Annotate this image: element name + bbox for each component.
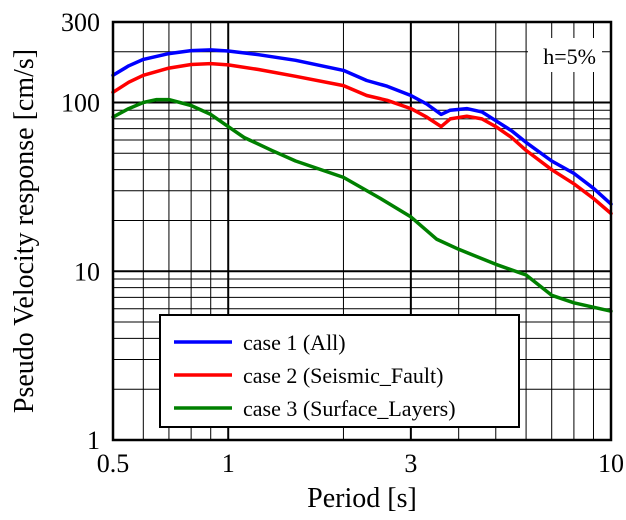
x-tick-label: 3 [404, 449, 417, 478]
y-axis-label: Pseudo Velocity response [cm/s] [9, 49, 40, 413]
y-tick-label: 10 [74, 257, 100, 286]
series-lines [111, 48, 613, 313]
y-tick-label: 1 [87, 426, 100, 455]
x-tick-label: 1 [222, 449, 235, 478]
series-line-case1 [111, 48, 613, 206]
x-axis-label: Period [s] [307, 483, 417, 514]
damping-annotation: h=5% [543, 44, 596, 69]
y-tick-label: 300 [61, 8, 100, 37]
legend-label-case2: case 2 (Seismic_Fault) [243, 363, 443, 388]
plot-frame [111, 20, 613, 442]
series-line-case3 [111, 97, 613, 313]
legend: case 1 (All) case 2 (Seismic_Fault) case… [159, 314, 520, 428]
legend-label-case1: case 1 (All) [243, 330, 346, 355]
x-tick-label: 0.5 [97, 449, 130, 478]
legend-label-case3: case 3 (Surface_Layers) [243, 396, 456, 421]
series-line-case2 [111, 61, 613, 216]
damping-annotation-bg [528, 38, 602, 72]
x-tick-label: 10 [598, 449, 624, 478]
y-tick-label: 100 [61, 89, 100, 118]
